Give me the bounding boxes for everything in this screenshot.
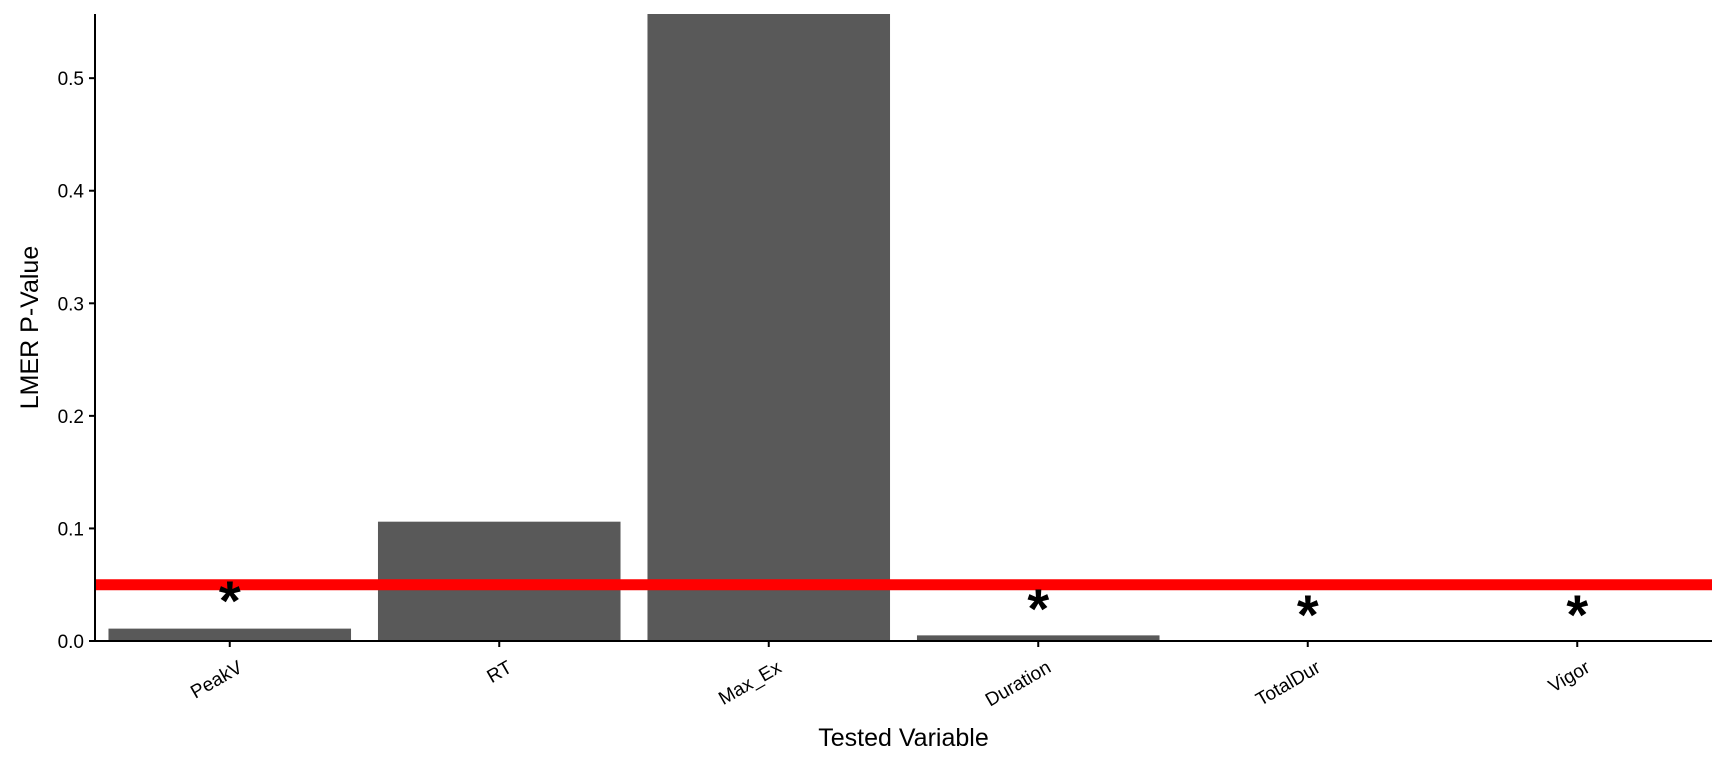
bar-peakv xyxy=(108,628,352,641)
y-tick-label: 0.0 xyxy=(58,632,84,653)
x-ticks-group: PeakV RT Max_Ex Duration TotalDur Vigor xyxy=(187,641,1594,711)
significance-marks-group: * * * * xyxy=(219,569,1589,646)
bar-duration xyxy=(916,635,1160,641)
y-ticks-group: 0.0 0.1 0.2 0.3 0.4 0.5 xyxy=(58,69,95,653)
bar-max-ex xyxy=(647,14,891,641)
y-tick-label: 0.3 xyxy=(58,294,84,315)
significance-mark: * xyxy=(1566,583,1588,646)
y-tick-label: 0.4 xyxy=(58,182,85,203)
x-tick-label: Duration xyxy=(982,657,1055,711)
axes-group xyxy=(94,14,1712,642)
significance-mark: * xyxy=(219,569,241,632)
x-tick-label: RT xyxy=(484,657,516,688)
x-tick-label: PeakV xyxy=(187,657,246,703)
y-tick-label: 0.1 xyxy=(58,519,84,540)
y-tick-label: 0.2 xyxy=(58,407,84,428)
x-tick-label: Vigor xyxy=(1545,657,1594,698)
y-axis-title: LMER P-Value xyxy=(16,246,44,410)
bars-group xyxy=(108,14,1160,641)
x-tick-label: TotalDur xyxy=(1252,657,1324,711)
x-axis-title: Tested Variable xyxy=(818,724,988,752)
y-tick-label: 0.5 xyxy=(58,69,84,90)
significance-mark: * xyxy=(1027,577,1049,640)
x-tick-label: Max_Ex xyxy=(715,657,785,710)
significance-mark: * xyxy=(1297,583,1319,646)
